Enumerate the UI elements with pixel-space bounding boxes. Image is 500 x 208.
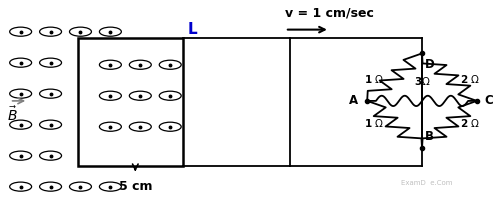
Text: C: C: [484, 94, 493, 107]
Text: 1 $\Omega$: 1 $\Omega$: [364, 73, 384, 85]
Text: B: B: [424, 130, 434, 143]
Text: $\vec{B}$: $\vec{B}$: [7, 105, 18, 124]
Text: 5 cm: 5 cm: [118, 181, 152, 193]
Text: 3$\Omega$: 3$\Omega$: [414, 76, 430, 88]
Text: L: L: [188, 22, 198, 37]
Text: 2 $\Omega$: 2 $\Omega$: [460, 73, 480, 85]
Text: A: A: [349, 94, 358, 107]
Text: 1 $\Omega$: 1 $\Omega$: [364, 117, 384, 129]
Bar: [78, 38, 182, 166]
Text: v = 1 cm/sec: v = 1 cm/sec: [285, 7, 374, 20]
Text: D: D: [424, 58, 434, 71]
Text: 2 $\Omega$: 2 $\Omega$: [460, 117, 480, 129]
Text: ExamD  e.Com: ExamD e.Com: [402, 180, 453, 186]
